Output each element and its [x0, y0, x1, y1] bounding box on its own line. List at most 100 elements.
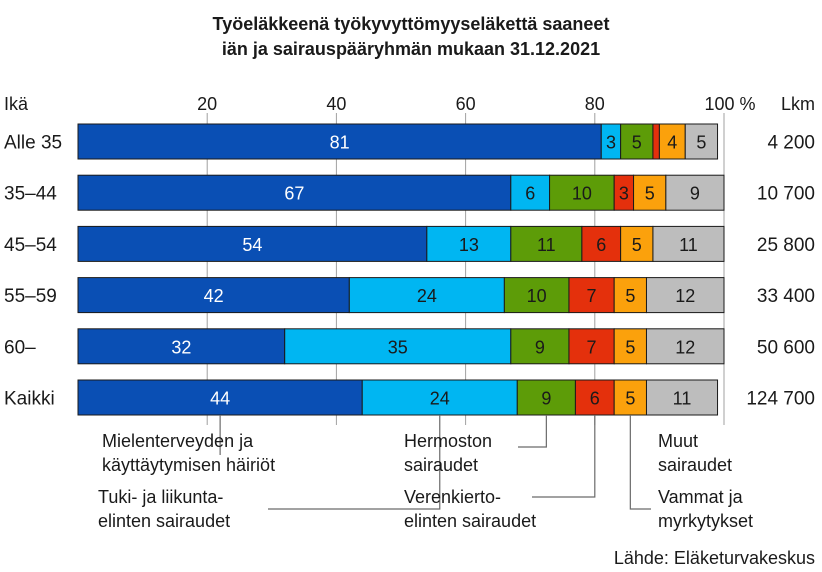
data-label-injury-kaikki: 5: [625, 389, 635, 409]
data-label-neuro-alle-35: 5: [632, 133, 642, 153]
bar-segment-neuro-alle-35: [620, 123, 654, 160]
data-label-injury-alle-35: 4: [667, 133, 677, 153]
data-label-neuro-35-44: 10: [572, 184, 592, 204]
leader-line-circ: [532, 415, 596, 498]
gridlines: [206, 113, 725, 425]
data-label-neuro-55-59: 10: [527, 286, 547, 306]
bar-row-alle-35: Alle 35 81 3 5 4 5 4 200: [4, 123, 815, 160]
data-label-musculo-kaikki: 24: [430, 389, 450, 409]
count-45-54: 25 800: [757, 235, 815, 256]
x-tick-label-20: 20: [197, 94, 217, 114]
bar-segment-mental-60: [77, 328, 286, 365]
data-label-circ-35-44: 3: [619, 184, 629, 204]
bar-segment-neuro-45-54: [510, 225, 583, 262]
data-label-musculo-alle-35: 3: [606, 133, 616, 153]
bar-segment-neuro-55-59: [503, 277, 570, 314]
leader-line-injury: [629, 415, 651, 510]
row-label-55-59: 55–59: [4, 286, 57, 307]
legend-label-other-line-2: sairaudet: [658, 455, 732, 475]
legend-label-neuro-line-2: sairaudet: [404, 455, 478, 475]
data-label-mental-35-44: 67: [284, 184, 304, 204]
legend-item-injury: Vammat ja myrkytykset: [658, 487, 753, 531]
bar-segment-mental-55-59: [77, 277, 350, 314]
legend-label-injury-line-1: Vammat ja: [658, 487, 744, 507]
legend-label-musculo-line-1: Tuki- ja liikunta-: [98, 487, 223, 507]
x-tick-labels: 20 40 60 80 100 %: [197, 94, 755, 114]
legend-item-circ: Verenkierto-elinten sairaudet: [404, 487, 536, 531]
bar-segment-injury-45-54: [620, 225, 654, 262]
row-axis-label: Ikä: [4, 94, 29, 114]
x-tick-label-100: 100 %: [704, 94, 755, 114]
bar-row-55-59: 55–59 42 24 10 7 5 12 33 400: [4, 277, 815, 314]
leader-line-musculo: [268, 415, 441, 510]
legend-label-mental-line-2: käyttäytymisen häiriöt: [102, 455, 275, 475]
row-label-kaikki: Kaikki: [4, 389, 55, 410]
bar-segment-neuro-35-44: [549, 174, 615, 211]
bar-segment-other-kaikki: [645, 379, 719, 416]
data-label-other-kaikki: 11: [673, 389, 692, 409]
legend-label-mental-line-1: Mielenterveyden ja: [102, 431, 254, 451]
data-label-mental-60: 32: [171, 337, 191, 357]
x-tick-label-80: 80: [585, 94, 605, 114]
bar-segment-other-60: [645, 328, 725, 365]
bar-segment-musculo-55-59: [348, 277, 505, 314]
source-note: Lähde: Eläketurvakeskus: [614, 548, 815, 568]
chart-title-line-2: iän ja sairauspääryhmän mukaan 31.12.202…: [222, 39, 600, 59]
row-label-45-54: 45–54: [4, 235, 57, 256]
count-kaikki: 124 700: [746, 389, 815, 410]
bar-segment-other-alle-35: [684, 123, 719, 160]
chart-title-line-1: Työeläkkeenä työkyvyttömyyseläkettä saan…: [213, 14, 610, 34]
row-label-35-44: 35–44: [4, 184, 57, 205]
bar-row-35-44: 35–44 67 6 10 3 5 9 10 700: [4, 174, 815, 211]
bar-segment-circ-60: [568, 328, 615, 365]
leader-line-neuro: [518, 415, 547, 448]
bar-row-45-54: 45–54 54 13 11 6 5 11 25 800: [4, 225, 815, 262]
data-label-injury-55-59: 5: [625, 286, 635, 306]
bar-segment-circ-45-54: [581, 225, 622, 262]
count-axis-label: Lkm: [781, 94, 815, 114]
legend-label-other-line-1: Muut: [658, 431, 698, 451]
count-60: 50 600: [757, 337, 815, 358]
data-label-musculo-55-59: 24: [417, 286, 437, 306]
data-label-circ-55-59: 7: [587, 286, 597, 306]
bar-segment-injury-55-59: [613, 277, 647, 314]
bar-segment-injury-60: [613, 328, 647, 365]
data-label-mental-45-54: 54: [242, 235, 262, 255]
legend-label-circ-line-1: Verenkierto-: [404, 487, 501, 507]
data-label-circ-60: 7: [587, 337, 597, 357]
data-label-neuro-kaikki: 9: [541, 389, 551, 409]
data-label-mental-alle-35: 81: [330, 133, 350, 153]
data-label-other-55-59: 12: [675, 286, 695, 306]
bar-segment-musculo-45-54: [426, 225, 512, 262]
data-label-neuro-60: 9: [535, 337, 545, 357]
bar-segment-musculo-kaikki: [361, 379, 518, 416]
data-label-other-60: 12: [675, 337, 695, 357]
legend-item-mental: Mielenterveyden ja käyttäytymisen häiriöt: [102, 431, 275, 475]
legend-label-neuro-line-1: Hermoston: [404, 431, 492, 451]
bar-segment-musculo-35-44: [510, 174, 551, 211]
row-label-60: 60–: [4, 337, 36, 358]
bar-segment-other-55-59: [645, 277, 725, 314]
legend-item-other: Muut sairaudet: [658, 431, 732, 475]
bar-row-60: 60– 32 35 9 7 5 12 50 600: [4, 328, 815, 365]
legend-item-musculo: Tuki- ja liikunta-elinten sairaudet: [98, 487, 230, 531]
data-label-injury-35-44: 5: [645, 184, 655, 204]
bar-segment-circ-alle-35: [652, 123, 660, 160]
bar-row-kaikki: Kaikki 44 24 9 6 5 11 124 700: [4, 379, 815, 416]
x-tick-label-60: 60: [456, 94, 476, 114]
count-alle-35: 4 200: [767, 133, 815, 154]
legend-label-injury-line-2: myrkytykset: [658, 511, 753, 531]
legend: Mielenterveyden ja käyttäytymisen häiriöt…: [98, 431, 753, 531]
data-label-musculo-35-44: 6: [525, 184, 535, 204]
legend-label-circ-line-2: elinten sairaudet: [404, 511, 536, 531]
data-label-circ-kaikki: 6: [590, 389, 600, 409]
bar-segment-mental-45-54: [77, 225, 428, 262]
count-35-44: 10 700: [757, 184, 815, 205]
data-label-other-45-54: 11: [679, 235, 698, 255]
data-label-musculo-45-54: 13: [459, 235, 479, 255]
legend-leader-lines: [219, 415, 651, 510]
bar-segment-other-45-54: [652, 225, 725, 262]
data-label-circ-45-54: 6: [596, 235, 606, 255]
